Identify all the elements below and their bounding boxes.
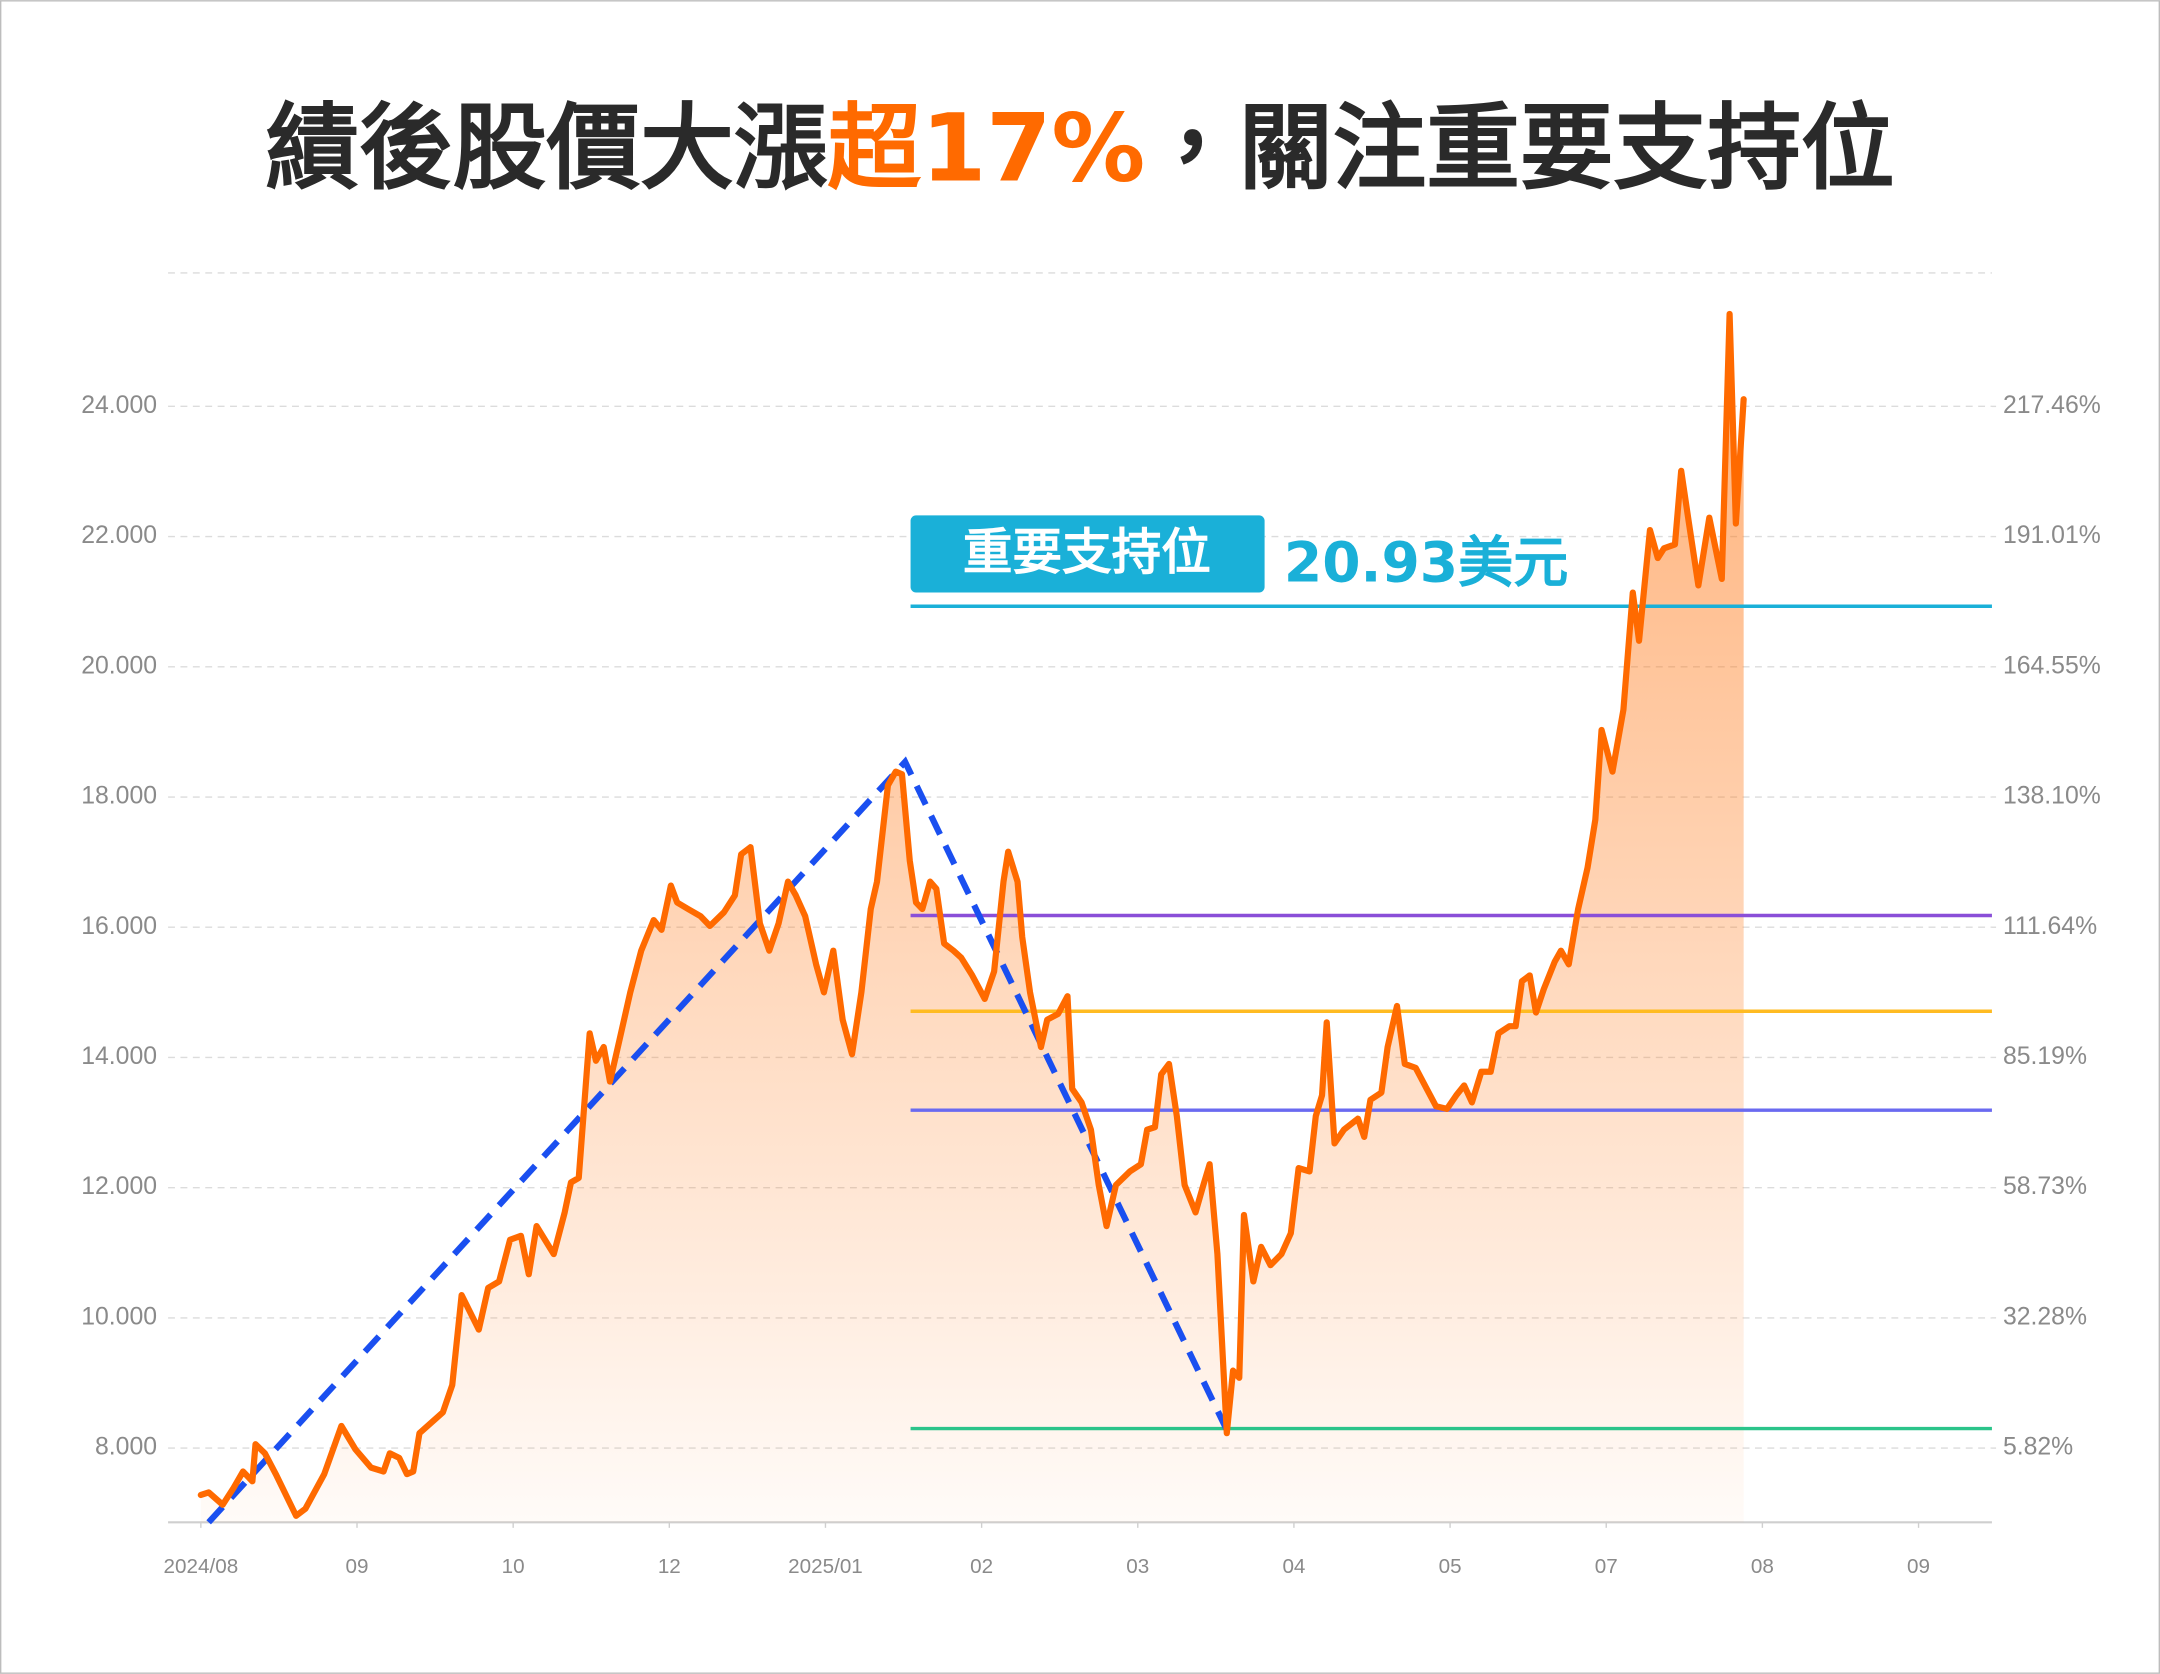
x-tick-label: 09 (1907, 1555, 1930, 1578)
y2-tick-label: 5.82% (2003, 1434, 2073, 1461)
x-tick-label: 04 (1282, 1555, 1305, 1578)
title-part: ，關注重要支持位 (1145, 94, 1894, 203)
support-tag: 重要支持位 (963, 523, 1211, 581)
x-tick-label: 03 (1126, 1555, 1149, 1578)
y2-tick-label: 191.01% (2003, 522, 2101, 549)
x-tick-label: 12 (658, 1555, 681, 1578)
y2-tick-label: 58.73% (2003, 1173, 2087, 1200)
x-tick-label: 07 (1595, 1555, 1618, 1578)
y-tick-label: 24.000 (81, 392, 157, 419)
x-tick-label: 02 (970, 1555, 993, 1578)
trend-line (206, 756, 1232, 1525)
y2-tick-label: 32.28% (2003, 1303, 2087, 1330)
y2-tick-label: 217.46% (2003, 392, 2101, 419)
y-tick-label: 16.000 (81, 913, 157, 940)
x-tick-label: 08 (1751, 1555, 1774, 1578)
price-area (200, 313, 1744, 1523)
y-tick-label: 12.000 (81, 1173, 157, 1200)
y2-tick-label: 164.55% (2003, 652, 2101, 679)
title-part: 績後股價大漲 (265, 94, 827, 203)
title-part: 超17% (827, 94, 1145, 203)
support-tag-box (910, 515, 1265, 593)
y2-tick-label: 138.10% (2003, 783, 2101, 810)
y-tick-label: 8.000 (95, 1434, 157, 1461)
x-tick-label: 10 (502, 1555, 525, 1578)
x-tick-label: 09 (346, 1555, 369, 1578)
y-tick-label: 14.000 (81, 1043, 157, 1070)
y2-tick-label: 111.64% (2003, 913, 2097, 940)
x-tick-label: 2024/08 (164, 1555, 239, 1578)
x-tick-label: 05 (1439, 1555, 1462, 1578)
y-tick-label: 22.000 (81, 522, 157, 549)
y-tick-label: 18.000 (81, 783, 157, 810)
y-tick-label: 10.000 (81, 1303, 157, 1330)
price-line (197, 310, 1747, 1519)
y-tick-label: 20.000 (81, 652, 157, 679)
chart-title: 績後股價大漲超17%，關注重要支持位 (265, 94, 1894, 203)
support-value-label: 20.93美元 (1284, 530, 1568, 594)
x-tick-label: 2025/01 (788, 1555, 863, 1578)
y2-tick-label: 85.19% (2003, 1043, 2087, 1070)
